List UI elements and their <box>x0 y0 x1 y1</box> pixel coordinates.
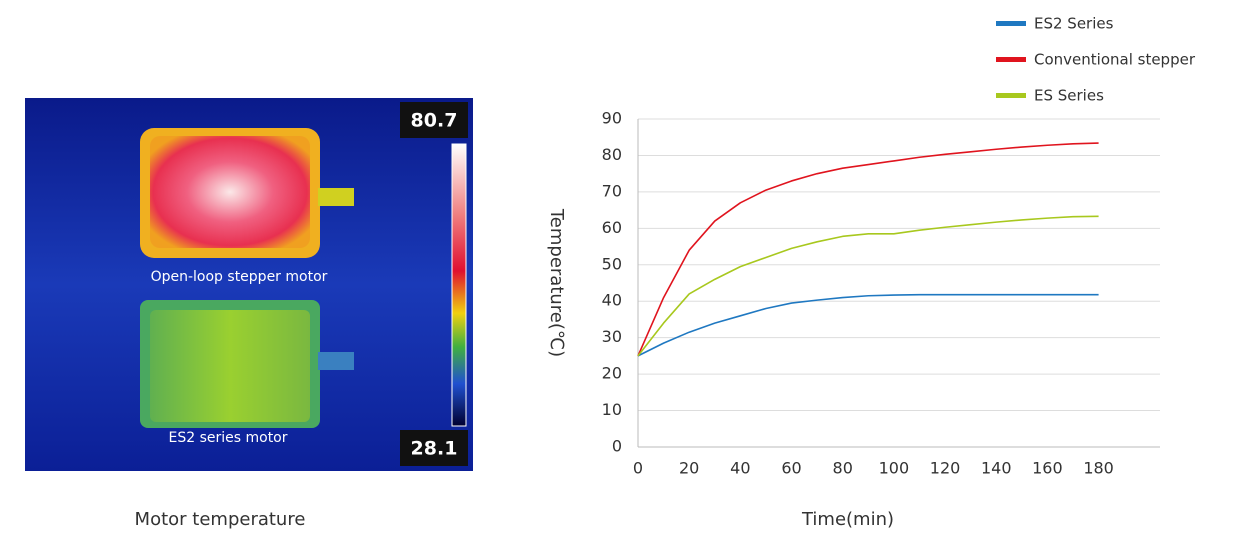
thermal-image: 80.7 28.1 Open-loop stepper motor ES2 se… <box>25 98 473 471</box>
hot-shaft <box>318 188 354 206</box>
y-tick-label: 40 <box>602 291 622 310</box>
x-tick-label: 180 <box>1083 459 1114 478</box>
x-tick-label: 40 <box>730 459 750 478</box>
x-tick-label: 120 <box>930 459 961 478</box>
legend-label: ES Series <box>1034 87 1104 105</box>
series-line <box>637 293 1099 357</box>
y-tick-label: 80 <box>602 145 622 164</box>
x-tick-label: 100 <box>879 459 910 478</box>
scale-max: 80.7 <box>411 110 458 132</box>
image-label: ES2 series motor <box>168 430 287 446</box>
legend-swatch <box>996 21 1026 26</box>
x-tick-label: 80 <box>833 459 853 478</box>
color-scale <box>451 143 467 427</box>
warm-shaft <box>318 352 354 370</box>
y-tick-label: 70 <box>602 181 622 200</box>
y-tick-label: 10 <box>602 400 622 419</box>
x-axis-label: Time(min) <box>801 509 894 530</box>
x-tick-label: 20 <box>679 459 699 478</box>
x-tick-label: 60 <box>781 459 801 478</box>
legend-swatch <box>996 93 1026 98</box>
warm-motor <box>150 310 310 422</box>
image-label: Open-loop stepper motor <box>151 269 328 285</box>
scale-max-box <box>400 102 468 138</box>
y-tick-label: 20 <box>602 364 622 383</box>
y-tick-label: 30 <box>602 327 622 346</box>
x-tick-label: 140 <box>981 459 1012 478</box>
image-caption: Motor temperature <box>135 509 306 530</box>
hot-motor <box>150 136 310 248</box>
scale-min: 28.1 <box>411 438 458 460</box>
scale-min-box <box>400 430 468 466</box>
x-tick-label: 0 <box>633 459 643 478</box>
y-axis-label: Temperature(℃) <box>546 208 567 357</box>
y-tick-label: 90 <box>602 109 622 128</box>
series-line <box>637 215 1099 357</box>
x-tick-label: 160 <box>1032 459 1063 478</box>
y-tick-label: 0 <box>612 437 622 456</box>
legend-label: Conventional stepper <box>1034 51 1196 69</box>
legend-label: ES2 Series <box>1034 15 1114 33</box>
legend-swatch <box>996 57 1026 62</box>
y-tick-label: 50 <box>602 254 622 273</box>
y-tick-label: 60 <box>602 218 622 237</box>
series-line <box>637 142 1099 357</box>
